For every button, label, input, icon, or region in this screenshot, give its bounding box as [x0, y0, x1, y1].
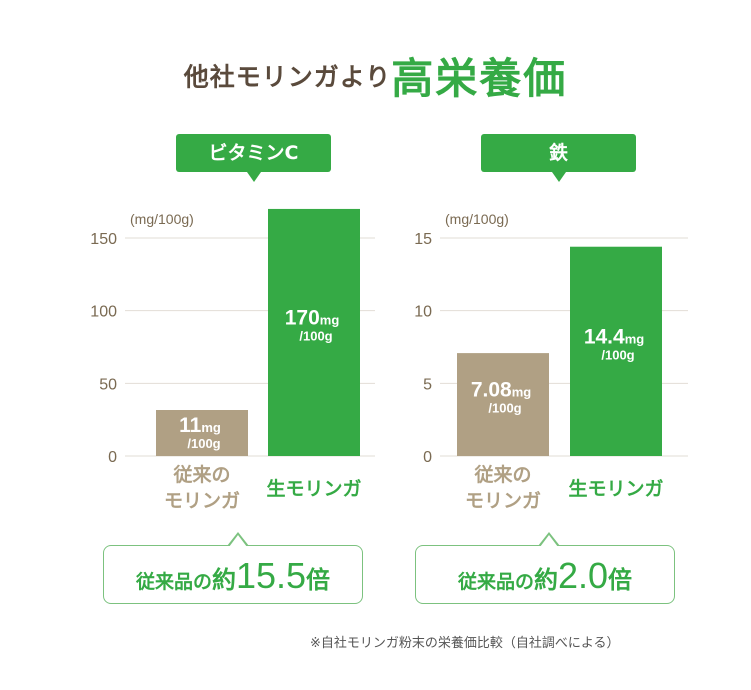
bar-raw — [268, 208, 360, 456]
category-line: モリンガ — [464, 490, 541, 512]
bar-conventional — [457, 353, 549, 456]
data-label: 170mg — [285, 306, 340, 329]
unit-label: (mg/100g) — [445, 211, 509, 227]
data-label-per: /100g — [299, 328, 332, 343]
category-line: 従来の — [474, 464, 532, 486]
category-line: モリンガ — [163, 490, 240, 512]
data-label: 7.08mg — [471, 379, 531, 402]
y-tick-label: 50 — [99, 376, 117, 393]
y-tick-label: 100 — [90, 304, 117, 321]
category-conventional-vitc: 従来の モリンガ — [140, 462, 264, 514]
data-label-per: /100g — [187, 436, 220, 451]
title-highlight: 高栄養価 — [391, 54, 568, 103]
comparison-approx: 約 — [211, 566, 236, 594]
footnote: ※自社モリンガ粉末の栄養価比較（自社調べによる） — [310, 636, 620, 651]
vitamin-c-tag: ビタミンC — [176, 134, 331, 182]
y-tick-label: 150 — [90, 231, 117, 248]
category-line: 従来の — [173, 464, 231, 486]
category-conventional-iron: 従来の モリンガ — [441, 462, 565, 514]
comparison-prefix: 従来品の — [457, 571, 534, 593]
category-raw-iron: 生モリンガ — [568, 478, 664, 500]
y-tick-label: 10 — [414, 304, 432, 321]
y-tick-label: 5 — [423, 376, 432, 393]
iron-comparison: 従来品の約2.0倍 — [415, 532, 675, 604]
y-tick-label: 15 — [414, 231, 432, 248]
page-title: 他社モリンガより高栄養価 — [0, 45, 751, 106]
iron-tag: 鉄 — [481, 134, 636, 182]
comparison-value: 15.5 — [235, 555, 307, 596]
unit-label: (mg/100g) — [130, 211, 194, 227]
vitamin-c-comparison: 従来品の約15.5倍 — [103, 532, 363, 604]
comparison-approx: 約 — [533, 566, 558, 594]
y-tick-label: 0 — [423, 449, 432, 466]
title-prefix: 他社モリンガより — [183, 62, 392, 92]
comparison-value: 2.0 — [557, 555, 609, 596]
data-label: 11mg — [179, 414, 221, 437]
y-tick-label: 0 — [108, 449, 117, 466]
category-raw-vitc: 生モリンガ — [266, 478, 362, 500]
comparison-suffix: 倍 — [608, 566, 633, 594]
bar-conventional — [156, 410, 248, 456]
bar-raw — [570, 246, 662, 456]
comparison-suffix: 倍 — [306, 566, 331, 594]
data-label-per: /100g — [488, 401, 521, 416]
comparison-prefix: 従来品の — [135, 571, 212, 593]
data-label-per: /100g — [601, 347, 634, 362]
data-label: 14.4mg — [584, 325, 644, 348]
